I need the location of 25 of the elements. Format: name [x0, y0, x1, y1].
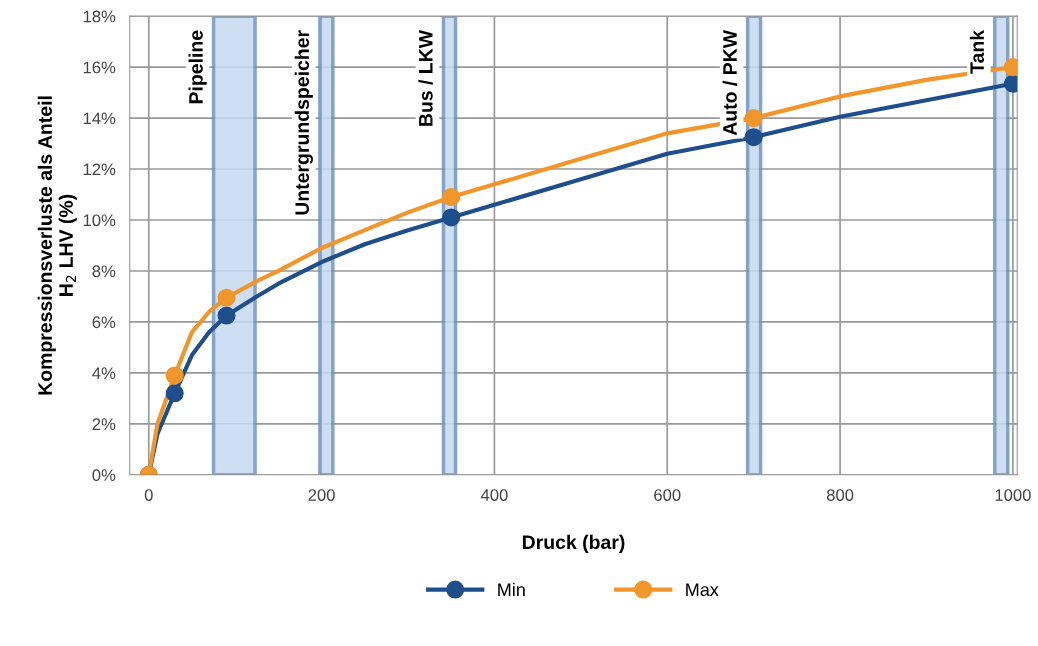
band-label: Auto / PKW [722, 29, 738, 136]
x-tick-label: 600 [654, 489, 681, 501]
x-axis-title: Druck (bar) [522, 534, 625, 553]
y-axis-title: Kompressionsverluste als Anteil H$_{2}$ LHV (%) [37, 96, 77, 395]
x-tick-label: 1000 [995, 489, 1031, 501]
y-tick-label: 18% [83, 10, 116, 23]
y-tick-label: 2% [92, 418, 116, 430]
band-label: Tank [969, 29, 985, 74]
band-label: Pipeline [188, 30, 207, 104]
x-tick-label: 800 [826, 489, 854, 501]
y-tick-label: 0% [92, 469, 116, 482]
y-tick-label: 16% [83, 61, 116, 74]
x-tick-label: 0 [144, 489, 153, 501]
y-tick-label: 14% [83, 112, 116, 125]
band-label: Untergrundspeicher [294, 30, 313, 215]
x-tick-label: 200 [308, 489, 335, 501]
y-tick-label: 10% [83, 214, 116, 227]
x-tick-label: 400 [480, 489, 508, 501]
band-label: Bus / LKW [418, 29, 433, 126]
y-tick-label: 8% [92, 265, 116, 278]
legend-label: Max [686, 583, 719, 597]
legend-label: Min [498, 582, 525, 596]
y-tick-label: 4% [92, 367, 116, 380]
y-tick-label: 12% [83, 163, 116, 176]
y-tick-label: 6% [92, 316, 116, 329]
